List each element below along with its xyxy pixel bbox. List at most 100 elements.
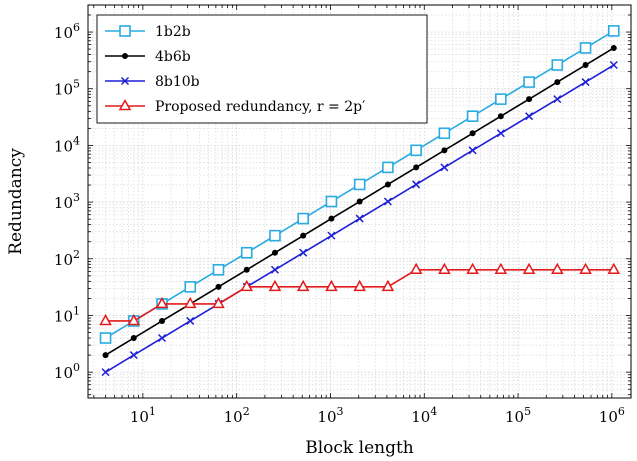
data-point — [553, 95, 562, 104]
data-point — [496, 129, 505, 138]
x-tick-label: 101 — [130, 405, 156, 426]
data-point — [243, 266, 250, 273]
y-tick-label: 105 — [54, 78, 80, 99]
data-point — [212, 263, 225, 276]
legend-label: Proposed redundancy, r = 2p′ — [155, 99, 365, 115]
data-point — [522, 262, 536, 275]
data-point — [155, 296, 169, 309]
data-point — [355, 214, 364, 223]
data-point — [412, 180, 421, 189]
data-point — [240, 246, 253, 259]
data-point — [325, 195, 338, 208]
data-point — [383, 197, 392, 206]
data-point — [494, 262, 508, 275]
data-point — [299, 248, 308, 257]
grid — [88, 4, 631, 398]
x-tick-label: 105 — [505, 405, 531, 426]
y-tick-label: 101 — [54, 304, 80, 325]
data-point — [579, 42, 592, 54]
legend-entry: Proposed redundancy, r = 2p′ — [105, 98, 365, 115]
data-point — [269, 229, 281, 242]
data-point — [410, 144, 422, 157]
data-point — [270, 265, 279, 274]
data-point — [497, 113, 504, 120]
legend-box — [96, 14, 428, 124]
data-point — [582, 62, 589, 69]
data-point — [327, 231, 336, 240]
data-point — [300, 232, 307, 239]
y-tick-label: 100 — [54, 361, 80, 382]
data-point — [325, 279, 338, 292]
x-axis-label: Block length — [305, 438, 414, 458]
data-point — [183, 296, 197, 309]
data-point — [99, 332, 112, 344]
data-point — [212, 296, 225, 309]
legend-label: 4b6b — [155, 49, 191, 65]
data-point — [159, 317, 166, 324]
data-point — [186, 316, 195, 325]
y-axis-label: Redundancy — [6, 148, 26, 255]
y-tick-label: 102 — [54, 248, 80, 269]
legend-marker — [118, 98, 132, 111]
series-lines — [99, 25, 621, 377]
data-point — [526, 96, 533, 103]
data-point — [130, 335, 137, 342]
y-tick-label: 103 — [54, 191, 80, 212]
data-point — [296, 279, 310, 292]
data-point — [129, 351, 138, 360]
x-tick-label: 103 — [317, 405, 343, 426]
data-point — [382, 161, 394, 174]
series-3 — [101, 60, 618, 377]
data-point — [523, 76, 535, 88]
data-point — [353, 178, 366, 191]
legend-marker — [122, 53, 128, 59]
data-point — [440, 163, 449, 172]
data-point — [99, 313, 112, 326]
data-point — [609, 60, 618, 70]
data-point — [607, 262, 621, 275]
data-point — [525, 112, 534, 121]
data-point — [157, 333, 167, 343]
data-point — [495, 93, 507, 105]
legend-label: 1b2b — [155, 24, 191, 40]
data-point — [438, 262, 451, 275]
data-point — [413, 164, 420, 171]
data-point — [466, 110, 479, 122]
data-point — [581, 78, 590, 87]
data-point — [268, 279, 282, 292]
data-point — [240, 279, 254, 292]
series-line — [105, 268, 614, 322]
data-point — [328, 215, 335, 222]
legend-entry: 1b2b — [105, 24, 191, 40]
data-point — [356, 198, 363, 205]
data-point — [610, 44, 617, 51]
series-1 — [99, 25, 620, 344]
series-4 — [99, 262, 621, 326]
plot-frame — [87, 4, 632, 399]
data-point — [409, 262, 423, 275]
data-point — [551, 59, 564, 71]
legend-entry: 8b10b — [105, 74, 200, 90]
data-point — [271, 249, 278, 256]
data-point — [297, 212, 309, 225]
data-point — [466, 262, 479, 275]
data-point — [607, 25, 620, 37]
data-point — [438, 127, 451, 140]
data-point — [441, 147, 448, 154]
y-tick-label: 104 — [54, 134, 80, 155]
data-point — [551, 262, 564, 275]
legend: 1b2b 4b6b 8b10b Proposed redundancy, r = 2p… — [96, 14, 428, 124]
legend-label: 8b10b — [155, 74, 200, 90]
x-tick-label: 104 — [411, 405, 437, 426]
data-point — [384, 181, 391, 188]
legend-marker — [120, 76, 130, 86]
data-point — [127, 313, 141, 326]
axis-ticks: 101 102 103 104 105 106 100 101 102 103 104 105 106 — [54, 4, 631, 426]
data-point — [102, 352, 109, 359]
data-point — [215, 283, 222, 290]
data-point — [353, 279, 366, 292]
data-point — [184, 281, 197, 293]
data-point — [579, 262, 592, 275]
x-tick-label: 102 — [224, 405, 250, 426]
